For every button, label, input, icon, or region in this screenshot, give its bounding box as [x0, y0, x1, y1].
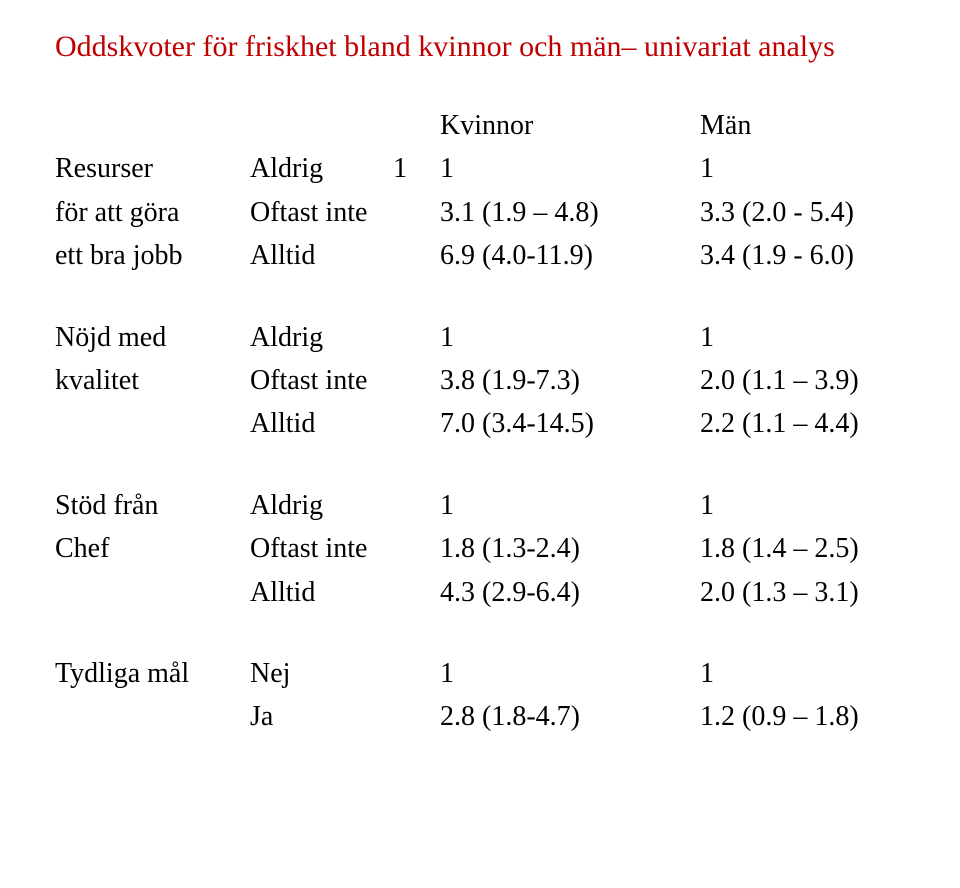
group-label: Chef: [55, 527, 250, 570]
document-page: Oddskvoter för friskhet bland kvinnor oc…: [0, 0, 960, 739]
table-row: Tydliga målNej11: [55, 652, 905, 695]
table-row: för att göraOftast inte3.1 (1.9 – 4.8)3.…: [55, 191, 905, 234]
header-kvinnor: Kvinnor: [440, 104, 700, 147]
groups-container: ResurserAldrig111för att göraOftast inte…: [55, 147, 905, 738]
group-gap: [55, 446, 905, 484]
group-label: [55, 402, 250, 445]
table-row: Alltid4.3 (2.9-6.4)2.0 (1.3 – 3.1): [55, 571, 905, 614]
table-row: ResurserAldrig111: [55, 147, 905, 190]
odds-table: Kvinnor Män ResurserAldrig111för att gör…: [55, 104, 905, 739]
level-cell: Oftast inte: [250, 359, 440, 402]
man-cell: 2.2 (1.1 – 4.4): [700, 402, 905, 445]
group-gap: [55, 278, 905, 316]
level-cell: Alltid: [250, 402, 440, 445]
group-label: Tydliga mål: [55, 652, 250, 695]
man-cell: 1.2 (0.9 – 1.8): [700, 695, 905, 738]
group-gap: [55, 614, 905, 652]
kvinnor-cell: 1.8 (1.3-2.4): [440, 527, 700, 570]
kvinnor-cell: 3.1 (1.9 – 4.8): [440, 191, 700, 234]
table-row: Stöd frånAldrig11: [55, 484, 905, 527]
table-row: Ja2.8 (1.8-4.7)1.2 (0.9 – 1.8): [55, 695, 905, 738]
man-cell: 1: [700, 484, 905, 527]
table-row: Alltid7.0 (3.4-14.5)2.2 (1.1 – 4.4): [55, 402, 905, 445]
kvinnor-cell: 6.9 (4.0-11.9): [440, 234, 700, 277]
man-cell: 1.8 (1.4 – 2.5): [700, 527, 905, 570]
kvinnor-cell: 4.3 (2.9-6.4): [440, 571, 700, 614]
kvinnor-cell: 1: [440, 484, 700, 527]
level-cell: Oftast inte: [250, 191, 440, 234]
man-cell: 3.3 (2.0 - 5.4): [700, 191, 905, 234]
header-man: Män: [700, 104, 905, 147]
group-label: [55, 571, 250, 614]
level-cell: Aldrig1: [250, 147, 440, 190]
level-cell: Nej: [250, 652, 440, 695]
man-cell: 2.0 (1.3 – 3.1): [700, 571, 905, 614]
table-row: ChefOftast inte1.8 (1.3-2.4)1.8 (1.4 – 2…: [55, 527, 905, 570]
kvinnor-cell: 3.8 (1.9-7.3): [440, 359, 700, 402]
table-row: kvalitetOftast inte3.8 (1.9-7.3)2.0 (1.1…: [55, 359, 905, 402]
kvinnor-cell: 1: [440, 147, 700, 190]
kvinnor-cell: 7.0 (3.4-14.5): [440, 402, 700, 445]
header-row: Kvinnor Män: [55, 104, 905, 147]
group-label: för att göra: [55, 191, 250, 234]
header-blank-a: [55, 104, 250, 147]
level-cell: Aldrig: [250, 484, 440, 527]
man-cell: 3.4 (1.9 - 6.0): [700, 234, 905, 277]
man-cell: 1: [700, 652, 905, 695]
table-row: Nöjd medAldrig11: [55, 316, 905, 359]
level-cell: Alltid: [250, 234, 440, 277]
group-label: Nöjd med: [55, 316, 250, 359]
level-cell: Oftast inte: [250, 527, 440, 570]
man-cell: 1: [700, 147, 905, 190]
kvinnor-cell: 2.8 (1.8-4.7): [440, 695, 700, 738]
level-cell: Aldrig: [250, 316, 440, 359]
group-label: Stöd från: [55, 484, 250, 527]
group-label: kvalitet: [55, 359, 250, 402]
aldrig-ref-value: 1: [393, 147, 407, 190]
page-title: Oddskvoter för friskhet bland kvinnor oc…: [55, 30, 905, 64]
group-label: ett bra jobb: [55, 234, 250, 277]
man-cell: 2.0 (1.1 – 3.9): [700, 359, 905, 402]
table-row: ett bra jobbAlltid6.9 (4.0-11.9)3.4 (1.9…: [55, 234, 905, 277]
man-cell: 1: [700, 316, 905, 359]
level-cell: Alltid: [250, 571, 440, 614]
level-cell: Ja: [250, 695, 440, 738]
group-label: Resurser: [55, 147, 250, 190]
header-blank-b: [250, 104, 440, 147]
group-label: [55, 695, 250, 738]
kvinnor-cell: 1: [440, 316, 700, 359]
kvinnor-cell: 1: [440, 652, 700, 695]
